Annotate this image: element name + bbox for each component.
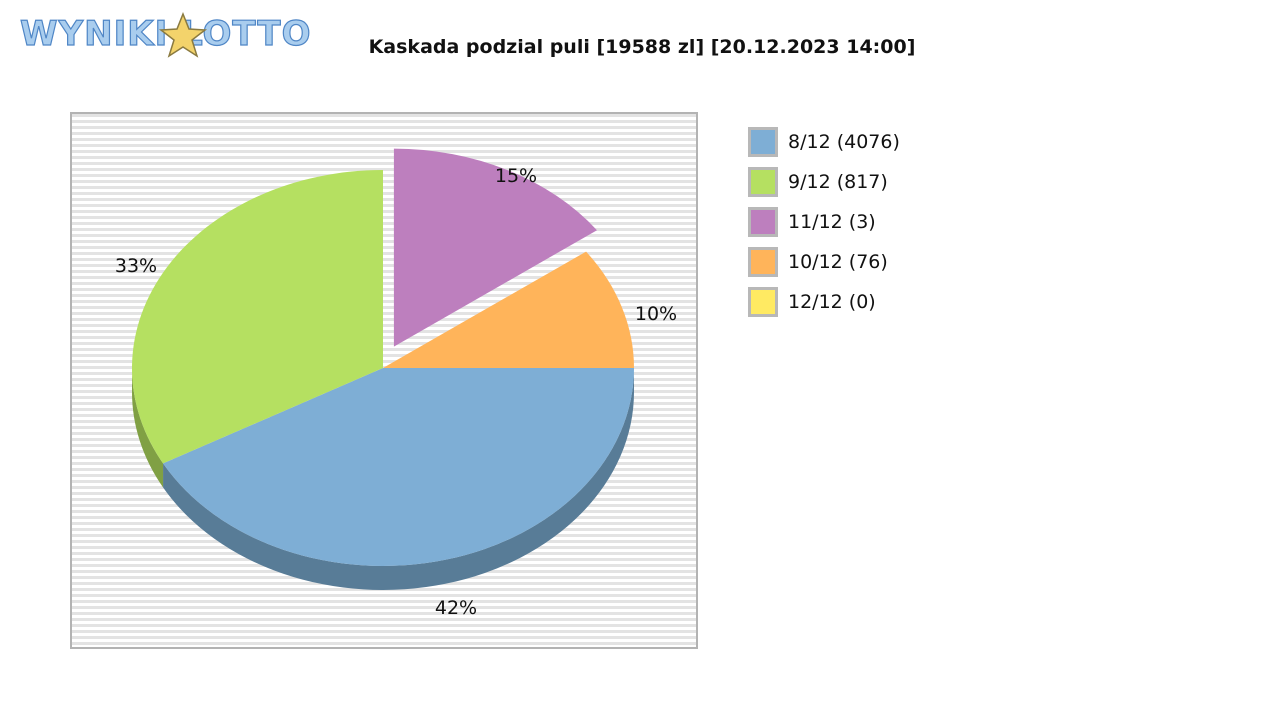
legend-label: 11/12 (3) [788, 211, 876, 233]
legend-swatch [748, 287, 778, 317]
legend-swatch [748, 207, 778, 237]
pie-slice-11-12-3 [393, 148, 597, 347]
legend-item-11-12-3: 11/12 (3) [748, 202, 900, 242]
pie-labels: 42% 33% 15% 10% [115, 165, 677, 619]
slice-label-9-12-817: 33% [115, 255, 157, 277]
pie-slice-10-12-76 [383, 251, 634, 368]
legend-label: 10/12 (76) [788, 251, 888, 273]
legend-label: 8/12 (4076) [788, 131, 900, 153]
legend: 8/12 (4076) 9/12 (817) 11/12 (3) 10/12 (76)… [748, 122, 900, 322]
legend-item-10-12-76: 10/12 (76) [748, 242, 900, 282]
star-icon [158, 12, 208, 58]
legend-swatch [748, 167, 778, 197]
slice-label-11-12-3: 15% [495, 165, 537, 187]
legend-item-12-12-0: 12/12 (0) [748, 282, 900, 322]
wyniki-lotto-logo[interactable]: WYNIKI LOTTO [19, 10, 311, 60]
pie-slice-8-12-4076 [163, 368, 634, 567]
legend-swatch [748, 127, 778, 157]
chart-title: Kaskada podzial puli [19588 zl] [20.12.2… [368, 36, 916, 58]
legend-item-9-12-817: 9/12 (817) [748, 162, 900, 202]
pie-depth [132, 368, 634, 591]
legend-label: 12/12 (0) [788, 291, 876, 313]
legend-item-8-12-4076: 8/12 (4076) [748, 122, 900, 162]
legend-label: 9/12 (817) [788, 171, 888, 193]
pie-slices [131, 148, 634, 567]
slice-label-10-12-76: 10% [635, 303, 677, 325]
slice-label-8-12-4076: 42% [435, 597, 477, 619]
legend-swatch [748, 247, 778, 277]
slice-side-9-12-817 [132, 368, 164, 488]
pie-slice-9-12-817 [131, 170, 383, 464]
